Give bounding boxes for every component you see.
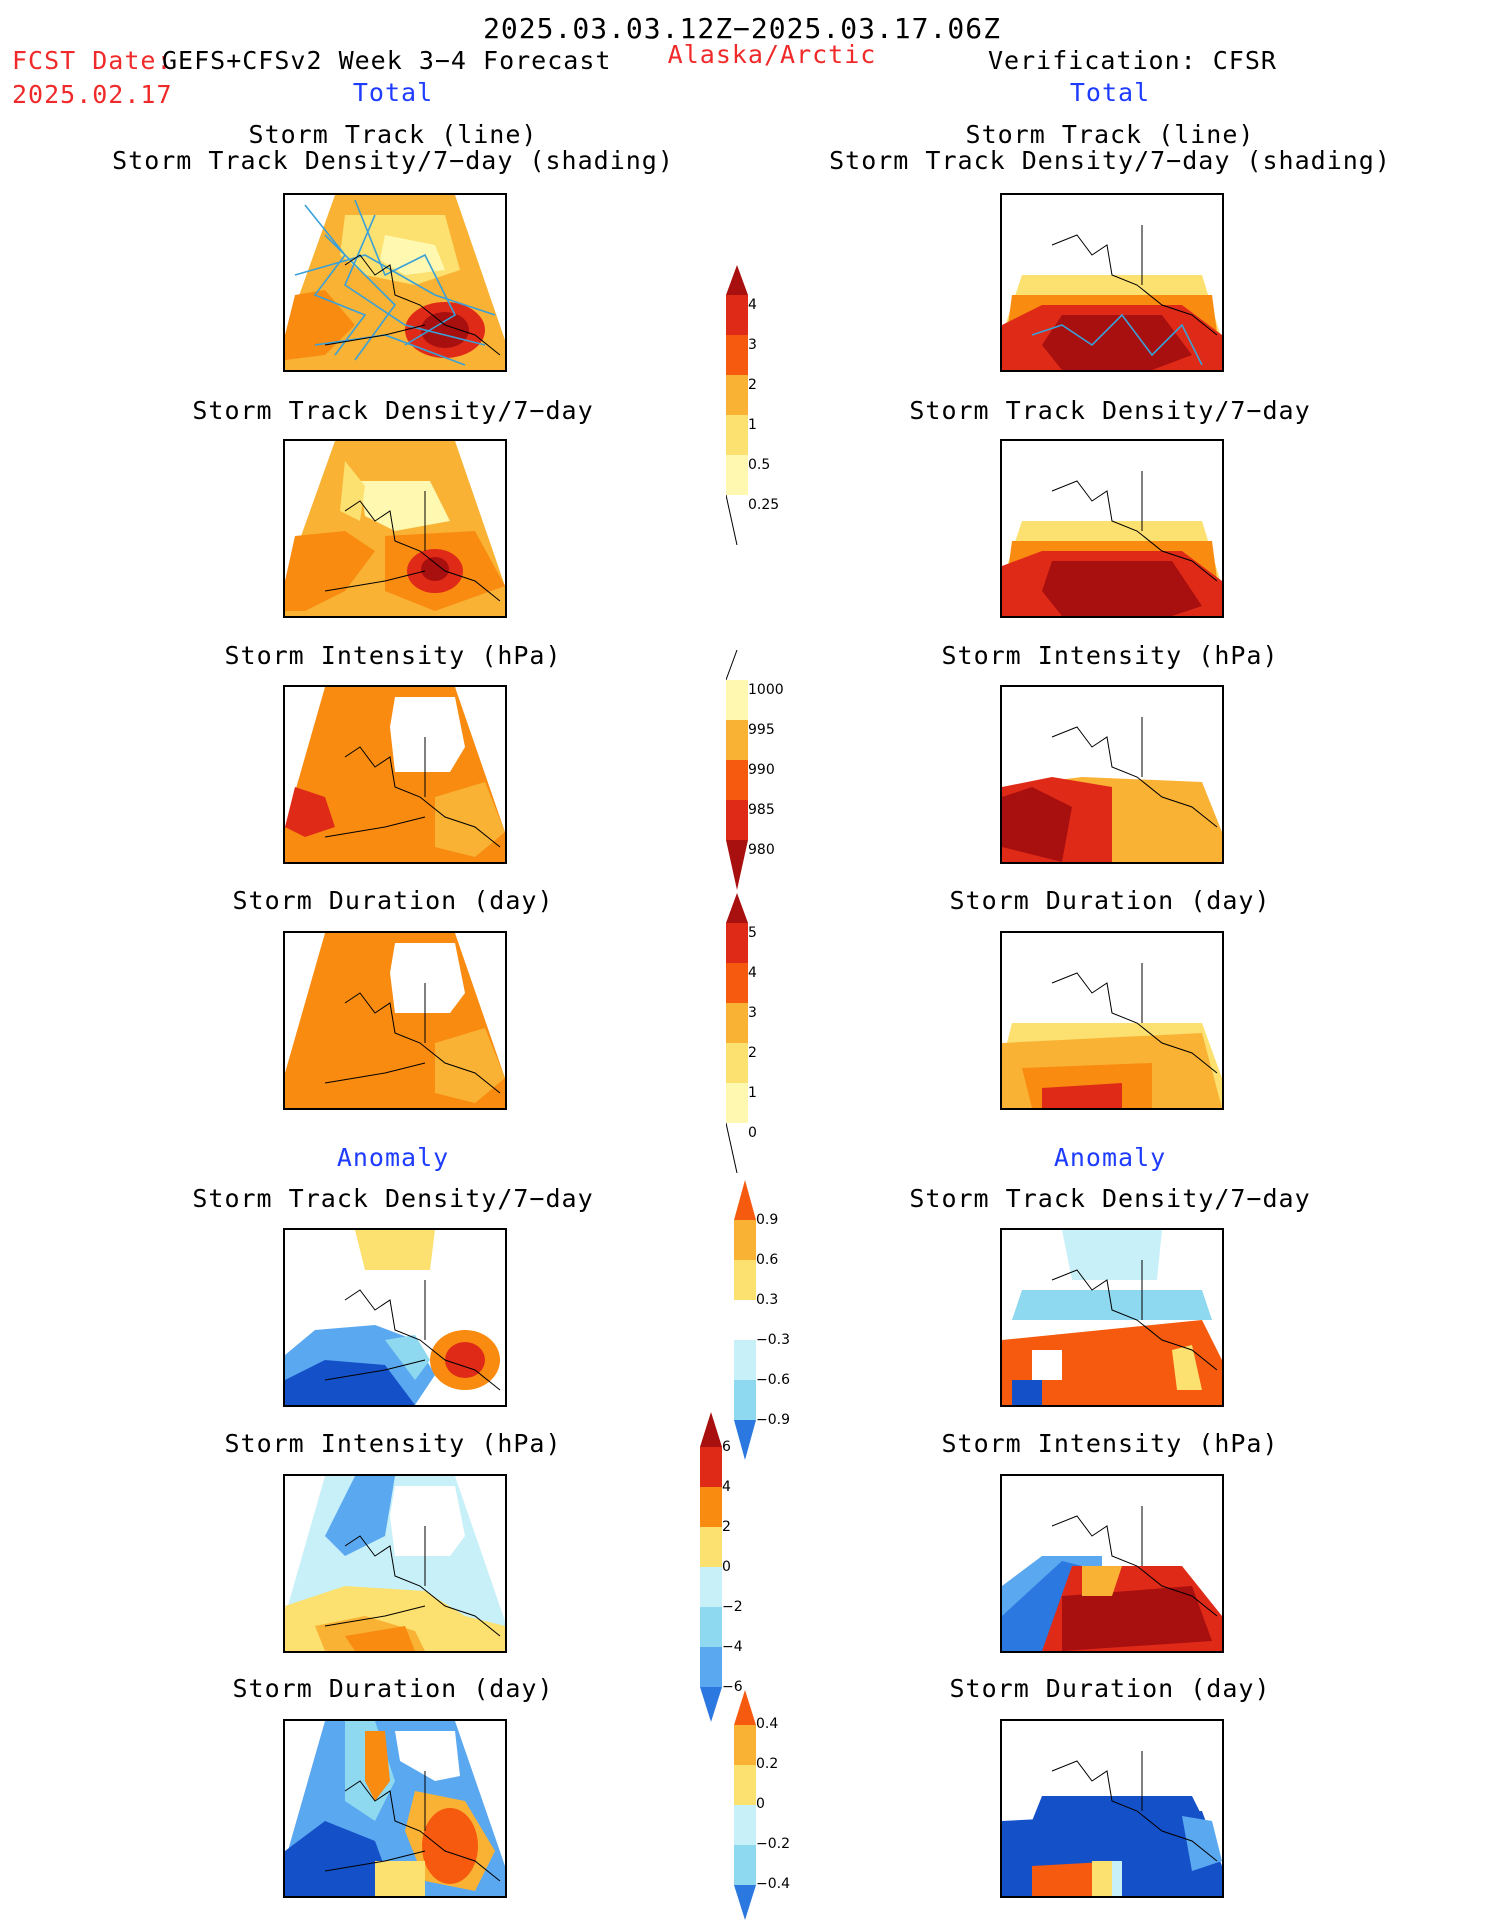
- fcst-date-value: 2025.02.17: [12, 80, 173, 109]
- map-forecast-track-density: [283, 439, 507, 618]
- title-right-anom-intensity: Storm Intensity (hPa): [941, 1429, 1279, 1458]
- colorbar-label: 980: [748, 842, 775, 858]
- map-forecast-duration: [283, 931, 507, 1110]
- colorbar-label: −0.4: [756, 1876, 790, 1892]
- fcst-date-label: FCST Date:: [12, 46, 173, 75]
- map-forecast-intensity: [283, 685, 507, 864]
- title-left-track-density: Storm Track Density/7−day: [192, 396, 594, 425]
- map-verif-track-shading: [1000, 193, 1224, 372]
- colorbar-label: −2: [722, 1599, 743, 1615]
- colorbar-density-anomaly: 0.9 0.6 0.3 −0.3 −0.6 −0.9: [734, 1180, 804, 1460]
- colorbar-label: −0.2: [756, 1836, 790, 1852]
- colorbar-intensity-total: 1000 995 990 985 980: [725, 649, 796, 890]
- map-verif-track-density: [1000, 439, 1224, 618]
- colorbar-label: 2: [748, 377, 757, 393]
- map-forecast-anom-duration: [283, 1719, 507, 1898]
- colorbar-label: 3: [748, 1005, 757, 1021]
- map-verif-anom-density: [1000, 1228, 1224, 1407]
- colorbar-intensity-anomaly: 6 4 2 0 −2 −4 −6: [700, 1412, 770, 1722]
- colorbar-label: 4: [748, 297, 757, 313]
- colorbar-label: 3: [748, 337, 757, 353]
- colorbar-label: −4: [722, 1639, 743, 1655]
- colorbar-label: 1: [748, 417, 757, 433]
- colorbar-label: 5: [748, 925, 757, 941]
- colorbar-label: −0.6: [756, 1372, 790, 1388]
- title-left-intensity: Storm Intensity (hPa): [224, 641, 562, 670]
- colorbar-label: 0.6: [756, 1252, 779, 1268]
- map-verif-anom-intensity: [1000, 1474, 1224, 1653]
- colorbar-label: 4: [748, 965, 757, 981]
- title-right-intensity: Storm Intensity (hPa): [941, 641, 1279, 670]
- colorbar-label: 0.5: [748, 457, 771, 473]
- title-right-track-line: Storm Track (line): [965, 120, 1255, 149]
- colorbar-label: 1: [748, 1085, 757, 1101]
- colorbar-label: 1000: [748, 682, 784, 698]
- forecast-title: GEFS+CFSv2 Week 3−4 Forecast: [162, 46, 612, 75]
- title-right-duration: Storm Duration (day): [949, 886, 1271, 915]
- colorbar-label: 2: [748, 1045, 757, 1061]
- title-right-anom-density: Storm Track Density/7−day: [909, 1184, 1311, 1213]
- verification-label: Verification: CFSR: [988, 46, 1277, 75]
- colorbar-label: 0.25: [748, 497, 780, 513]
- map-forecast-anom-density: [283, 1228, 507, 1407]
- section-anomaly-right: Anomaly: [1053, 1143, 1167, 1172]
- colorbar-density-total: 4 3 2 1 0.5 0.25: [725, 265, 796, 546]
- colorbar-label: 990: [748, 762, 775, 778]
- colorbar-label: 0: [756, 1796, 765, 1812]
- date-range-title: 2025.03.03.12Z−2025.03.17.06Z: [483, 12, 1001, 45]
- colorbar-label: 0.2: [756, 1756, 779, 1772]
- map-verif-duration: [1000, 931, 1224, 1110]
- map-forecast-anom-intensity: [283, 1474, 507, 1653]
- colorbar-label: 0.4: [756, 1716, 779, 1732]
- colorbar-duration-anomaly: 0.4 0.2 0 −0.2 −0.4: [734, 1690, 804, 1920]
- colorbar-duration-total: 5 4 3 2 1 0: [725, 893, 796, 1174]
- title-left-anom-duration: Storm Duration (day): [232, 1674, 554, 1703]
- title-right-track-density: Storm Track Density/7−day: [909, 396, 1311, 425]
- section-total-right: Total: [1069, 78, 1151, 107]
- colorbar-label: 0: [722, 1559, 731, 1575]
- colorbar-label: 995: [748, 722, 775, 738]
- colorbar-label: 0.3: [756, 1292, 779, 1308]
- map-forecast-track-shading: [283, 193, 507, 372]
- section-total-left: Total: [352, 78, 434, 107]
- colorbar-label: 4: [722, 1479, 731, 1495]
- title-left-track-shading: Storm Track Density/7−day (shading): [112, 146, 674, 175]
- colorbar-label: 0: [748, 1125, 757, 1141]
- colorbar-label: 6: [722, 1439, 731, 1455]
- colorbar-label: 0.9: [756, 1212, 779, 1228]
- colorbar-label: 985: [748, 802, 775, 818]
- colorbar-label: −0.3: [756, 1332, 790, 1348]
- colorbar-label: −0.9: [756, 1412, 790, 1428]
- section-anomaly-left: Anomaly: [336, 1143, 450, 1172]
- title-left-track-line: Storm Track (line): [248, 120, 538, 149]
- title-right-track-shading: Storm Track Density/7−day (shading): [829, 146, 1391, 175]
- region-label: Alaska/Arctic: [667, 40, 877, 69]
- title-right-anom-duration: Storm Duration (day): [949, 1674, 1271, 1703]
- colorbar-label: −6: [722, 1679, 743, 1695]
- title-left-anom-intensity: Storm Intensity (hPa): [224, 1429, 562, 1458]
- colorbar-label: 2: [722, 1519, 731, 1535]
- map-verif-anom-duration: [1000, 1719, 1224, 1898]
- title-left-duration: Storm Duration (day): [232, 886, 554, 915]
- title-left-anom-density: Storm Track Density/7−day: [192, 1184, 594, 1213]
- map-verif-intensity: [1000, 685, 1224, 864]
